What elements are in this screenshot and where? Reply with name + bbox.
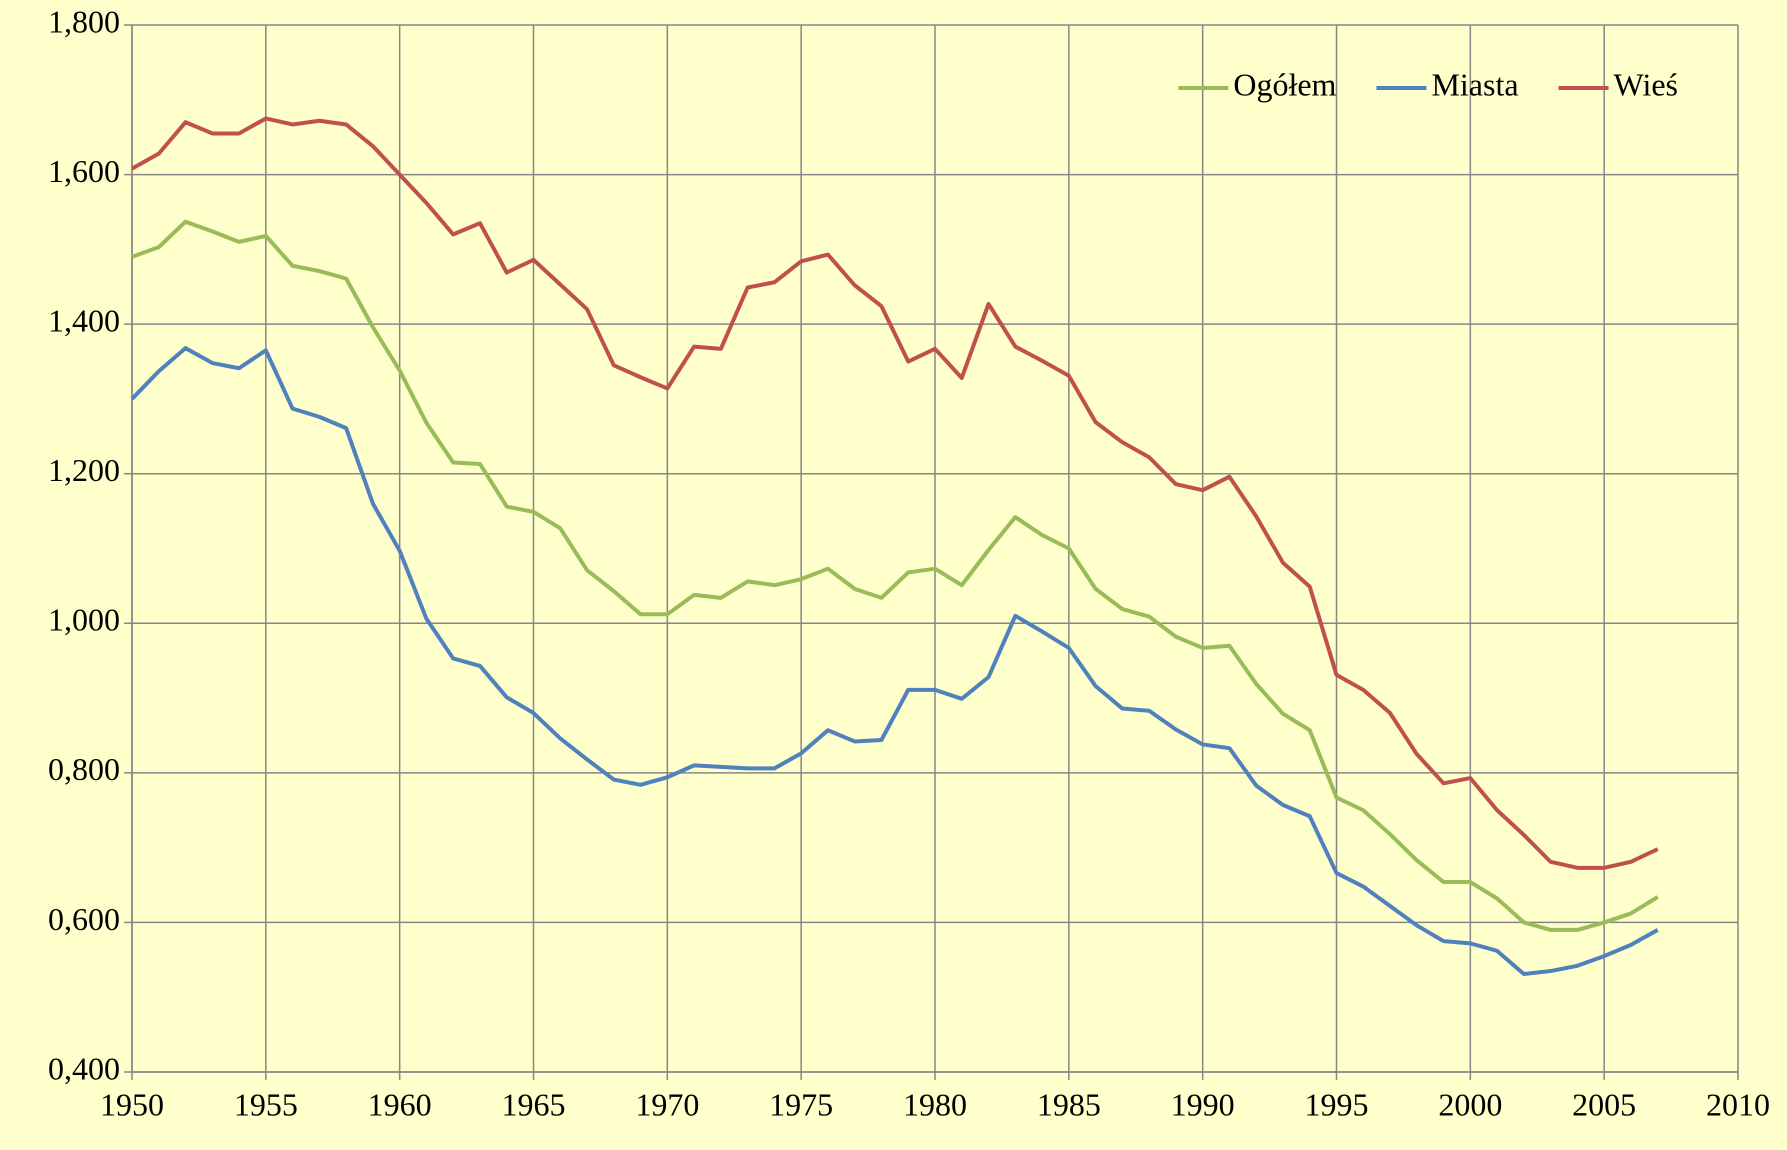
y-tick-label: 1,200 [48, 452, 120, 488]
y-tick-label: 1,600 [48, 153, 120, 189]
x-tick-label: 1955 [234, 1086, 298, 1122]
legend-label: Ogółem [1233, 66, 1336, 102]
x-tick-label: 2005 [1572, 1086, 1636, 1122]
x-tick-label: 1990 [1171, 1086, 1235, 1122]
x-tick-label: 2000 [1438, 1086, 1502, 1122]
x-tick-label: 1960 [368, 1086, 432, 1122]
series-line [130, 346, 1659, 977]
x-tick-label: 1985 [1037, 1086, 1101, 1122]
x-tick-label: 2010 [1706, 1086, 1770, 1122]
x-tick-label: 1980 [903, 1086, 967, 1122]
y-tick-label: 1,000 [48, 602, 120, 638]
series-line [131, 116, 1659, 870]
y-tick-label: 0,400 [48, 1050, 120, 1086]
x-tick-label: 1975 [769, 1086, 833, 1122]
x-tick-label: 1995 [1305, 1086, 1369, 1122]
legend-label: Wieś [1614, 66, 1678, 102]
y-tick-label: 1,800 [48, 3, 120, 39]
x-tick-label: 1950 [100, 1086, 164, 1122]
x-tick-label: 1965 [502, 1086, 566, 1122]
y-tick-label: 0,800 [48, 751, 120, 787]
x-tick-label: 1970 [635, 1086, 699, 1122]
y-tick-label: 1,400 [48, 302, 120, 338]
legend-label: Miasta [1431, 66, 1518, 102]
y-tick-label: 0,600 [48, 901, 120, 937]
series-line [131, 219, 1659, 932]
